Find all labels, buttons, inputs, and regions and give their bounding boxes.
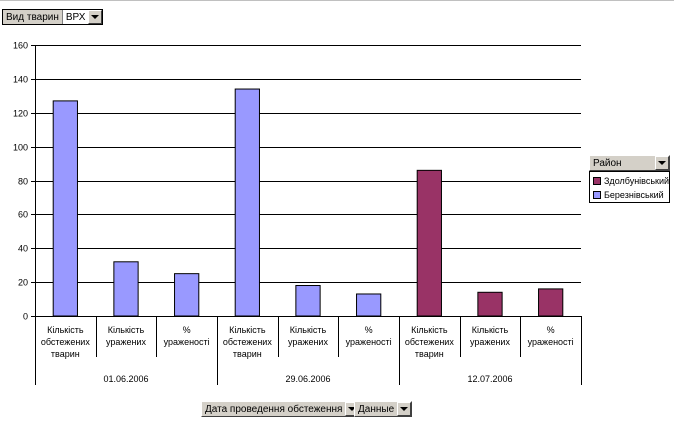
chevron-down-icon (91, 15, 100, 19)
category-label: тварин (233, 349, 262, 359)
category-label: ураженості (528, 337, 574, 347)
legend-label: Березнівський (604, 190, 664, 200)
category-label: Кількість (472, 325, 509, 335)
group-label: 12.07.2006 (467, 374, 512, 384)
legend-item: Березнівський (593, 190, 664, 200)
category-field-button[interactable]: Дата проведення обстеження (201, 401, 361, 417)
legend-swatch (593, 191, 601, 199)
bar (356, 293, 382, 317)
legend: Здолбунівський Березнівський (589, 171, 670, 203)
series-field-label: Район (593, 157, 622, 169)
bar (538, 288, 564, 317)
bar (477, 291, 503, 317)
category-label: % (365, 325, 373, 335)
y-tick-label: 40 (18, 244, 28, 254)
group-label: 29.06.2006 (285, 374, 330, 384)
series-field-dropdown-button[interactable] (655, 156, 669, 170)
data-field-dropdown-button[interactable] (397, 402, 412, 416)
y-tick-label: 0 (23, 312, 28, 322)
y-tick-label: 60 (18, 210, 28, 220)
page-filter-value[interactable]: ВРХ (62, 10, 89, 24)
category-label: уражених (288, 337, 328, 347)
chevron-down-icon (658, 161, 666, 165)
category-label: обстежених (405, 337, 455, 347)
y-tick-label: 20 (18, 278, 28, 288)
category-label: уражених (470, 337, 510, 347)
category-label: обстежених (41, 337, 91, 347)
y-tick-label: 140 (13, 75, 28, 85)
category-label: ураженості (164, 337, 210, 347)
legend-label: Здолбунівський (604, 176, 670, 186)
category-label: Кількість (229, 325, 266, 335)
page-filter[interactable]: Вид тварин ВРХ (2, 9, 104, 25)
bar (234, 88, 260, 317)
y-tick-label: 80 (18, 177, 28, 187)
category-label: обстежених (223, 337, 273, 347)
bar (113, 261, 139, 317)
category-label: Кількість (47, 325, 84, 335)
y-tick-label: 120 (13, 109, 28, 119)
category-label: Кількість (108, 325, 145, 335)
series-field-button[interactable]: Район (589, 155, 670, 171)
chevron-down-icon (348, 407, 357, 411)
y-tick-label: 160 (13, 41, 28, 51)
data-field-label: Данные (358, 403, 395, 415)
bar (52, 100, 78, 317)
group-label: 01.06.2006 (103, 374, 148, 384)
category-label: уражених (106, 337, 146, 347)
category-label: ураженості (346, 337, 392, 347)
top-border-line (0, 0, 674, 1)
legend-item: Здолбунівський (593, 176, 669, 186)
category-label: % (183, 325, 191, 335)
page-filter-dropdown-button[interactable] (88, 10, 103, 24)
y-tick-label: 100 (13, 143, 28, 153)
bar (416, 169, 442, 317)
category-label: Кількість (411, 325, 448, 335)
legend-swatch (593, 177, 601, 185)
category-label: тварин (415, 349, 444, 359)
category-label: Кількість (290, 325, 327, 335)
data-field-button[interactable]: Данные (354, 401, 413, 417)
category-field-label: Дата проведення обстеження (205, 403, 343, 415)
category-label: тварин (51, 349, 80, 359)
category-label: % (547, 325, 555, 335)
chevron-down-icon (400, 407, 409, 411)
bar (295, 285, 321, 317)
page-filter-label: Вид тварин (3, 10, 63, 24)
bar (174, 273, 200, 317)
